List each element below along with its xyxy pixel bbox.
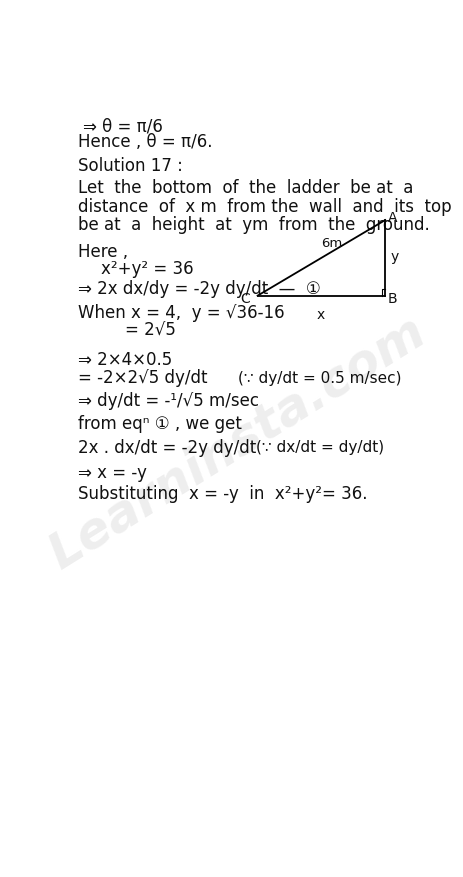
Text: distance  of  x m  from the  wall  and  its  top: distance of x m from the wall and its to…: [78, 197, 450, 216]
Text: Substituting  x = -y  in  x²+y²= 36.: Substituting x = -y in x²+y²= 36.: [78, 484, 367, 503]
Text: 2x . dx/dt = -2y dy/dt: 2x . dx/dt = -2y dy/dt: [78, 438, 256, 457]
Text: Hence , θ = π/6.: Hence , θ = π/6.: [78, 133, 212, 152]
Text: (∵ dy/dt = 0.5 m/sec): (∵ dy/dt = 0.5 m/sec): [238, 371, 400, 386]
Text: x: x: [316, 308, 324, 322]
Text: Here ,: Here ,: [78, 243, 128, 260]
Text: = -2×2√5 dy/dt: = -2×2√5 dy/dt: [78, 369, 207, 387]
Text: 6m: 6m: [320, 238, 341, 251]
Text: ⇒ 2×4×0.5: ⇒ 2×4×0.5: [78, 352, 172, 369]
Text: y: y: [390, 250, 398, 264]
Text: When x = 4,  y = √36-16: When x = 4, y = √36-16: [78, 304, 284, 322]
Text: ⇒ x = -y: ⇒ x = -y: [78, 464, 146, 482]
Text: (∵ dx/dt = dy/dt): (∵ dx/dt = dy/dt): [255, 440, 383, 455]
Text: = 2√5: = 2√5: [124, 322, 175, 339]
Text: Solution 17 :: Solution 17 :: [78, 157, 182, 175]
Text: A: A: [387, 211, 397, 225]
Text: ⇒ dy/dt = -¹/√5 m/sec: ⇒ dy/dt = -¹/√5 m/sec: [78, 392, 258, 410]
Text: x²+y² = 36: x²+y² = 36: [101, 260, 194, 278]
Text: Let  the  bottom  of  the  ladder  be at  a: Let the bottom of the ladder be at a: [78, 179, 412, 196]
Text: be at  a  height  at  ym  from  the  ground.: be at a height at ym from the ground.: [78, 217, 429, 234]
Text: B: B: [387, 292, 397, 306]
Text: ⇒ 2x dx/dy = -2y dy/dt  —  ①: ⇒ 2x dx/dy = -2y dy/dt — ①: [78, 280, 320, 298]
Text: C: C: [240, 292, 250, 306]
Text: Learninsta.com: Learninsta.com: [41, 307, 434, 579]
Text: from eqⁿ ① , we get: from eqⁿ ① , we get: [78, 415, 241, 433]
Text: ⇒ θ = π/6: ⇒ θ = π/6: [83, 118, 163, 136]
